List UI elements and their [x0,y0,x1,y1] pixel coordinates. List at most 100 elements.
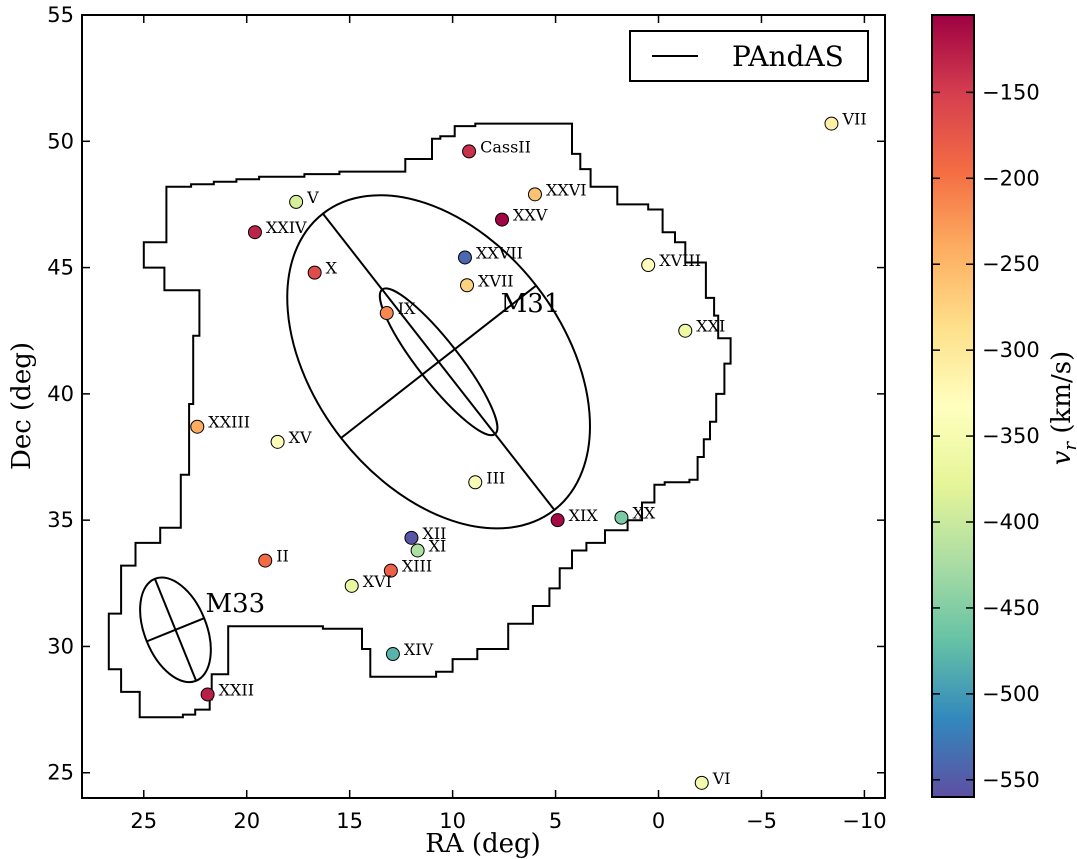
label-xiv: XIV [404,640,434,659]
colorbar-tick-label: −250 [982,252,1040,276]
point-xxiv [247,225,262,240]
label-xiii: XIII [402,557,432,576]
m31-ellipse-group [286,194,591,530]
y-tick-label: 35 [47,508,74,532]
label-vii: VII [841,110,866,129]
y-tick-label: 45 [47,256,74,280]
label-xix: XIX [569,506,599,525]
colorbar-tick-label: −400 [982,510,1040,534]
label-xvii: XVII [478,271,514,290]
colorbar-tick-label: −550 [982,768,1040,792]
x-tick-label: 25 [130,809,157,833]
label-xv: XV [289,428,312,447]
point-ix [379,306,394,321]
colorbar-tick-label: −350 [982,424,1040,448]
x-tick-label: −5 [746,809,777,833]
point-xxii [200,687,215,702]
point-xxi [678,323,693,338]
colorbar-tick-label: −300 [982,338,1040,362]
point-ii [258,553,273,568]
m31-label: M31 [501,289,561,319]
x-tick-label: −10 [842,809,886,833]
colorbar-gradient [931,14,975,798]
y-tick-label: 25 [47,761,74,785]
point-xvii [460,278,475,293]
footprint-outline [107,122,732,719]
colorbar-tick-label: −500 [982,682,1040,706]
point-cassii [462,144,477,159]
colorbar-title-main: v [1047,450,1077,465]
x-tick-label: 5 [549,809,562,833]
point-iii [468,475,483,490]
label-xxv: XXV [513,206,548,225]
point-vi [694,775,709,790]
label-xii: XII [422,524,446,543]
x-tick-label: 0 [652,809,665,833]
y-tick-label: 30 [47,634,74,658]
m33-minor-axis [146,617,205,643]
label-xx: XX [632,504,655,523]
label-iii: III [486,468,505,487]
label-xviii: XVIII [659,251,701,270]
label-xvi: XVI [363,572,392,591]
y-tick-label: 40 [47,382,74,406]
point-xxv [495,212,510,227]
point-v [289,194,304,209]
satellite-points [190,116,839,790]
label-vi: VI [712,769,731,788]
label-ii: II [276,547,289,566]
label-xxiii: XXIII [208,413,250,432]
label-xxvi: XXVI [546,180,587,199]
colorbar: −150 −200 −250 −300 −350 −400 −450 −500 −550 vr … [931,14,1077,798]
colorbar-title-sub: r [1060,440,1077,450]
m33-label: M33 [205,589,265,619]
point-xviii [641,258,656,273]
point-xix [550,513,565,528]
label-v: V [306,188,319,207]
point-xiii [383,563,398,578]
y-axis-title: Dec (deg) [7,342,37,470]
colorbar-tick-label: −200 [982,166,1040,190]
plot-frame [81,14,886,799]
x-tick-label: 15 [336,809,363,833]
label-xxi: XXI [696,317,725,336]
point-xx [614,510,629,525]
colorbar-title-rest: (km/s) [1047,351,1077,442]
point-xxiii [190,419,205,434]
label-xxvii: XXVII [476,243,523,262]
x-tick-label: 10 [439,809,466,833]
point-x [307,265,322,280]
m31-minor-axis [340,284,537,439]
colorbar-ticks: −150 −200 −250 −300 −350 −400 −450 −500 −550 [932,80,1040,792]
legend: PAndAS [629,30,869,82]
colorbar-title: vr (km/s) [1047,351,1077,465]
y-tick-label: 55 [47,3,74,27]
point-xxvii [457,250,472,265]
point-xxvi [527,187,542,202]
label-xxii: XXII [219,680,254,699]
legend-label-pandas: PAndAS [732,40,844,73]
point-vii [824,116,839,131]
label-xxiv: XXIV [266,218,307,237]
m33-outer-ellipse [139,576,212,684]
label-cassii: CassII [480,137,531,156]
colorbar-tick-label: −150 [982,80,1040,104]
label-x: X [326,259,338,278]
colorbar-tick-label: −450 [982,596,1040,620]
galaxy-ellipses: M31 M33 [139,194,591,684]
point-xi [410,543,425,558]
label-xi: XI [429,536,447,555]
point-xv [270,434,285,449]
pandas-footprint [107,122,732,719]
y-tick-label: 50 [47,129,74,153]
x-tick-label: 20 [233,809,260,833]
label-ix: IX [398,299,416,318]
m33-ellipse-group [139,576,212,684]
point-xvi [344,578,359,593]
point-xii [404,530,419,545]
x-axis-title: RA (deg) [425,829,541,859]
